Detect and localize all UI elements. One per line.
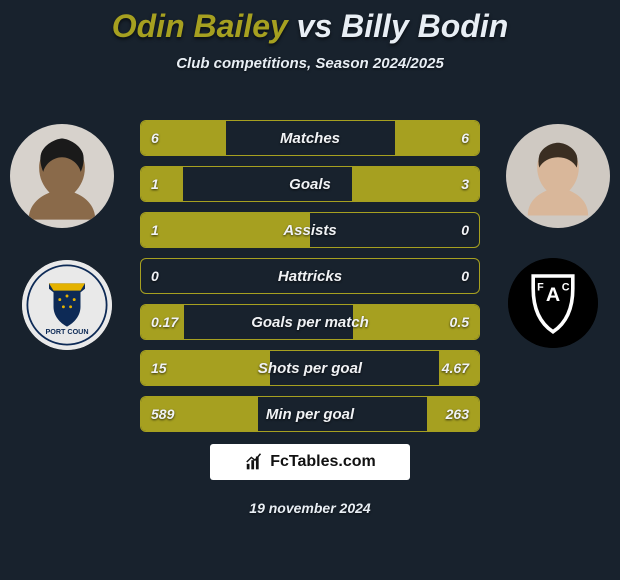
stat-label: Goals <box>289 176 331 193</box>
player1-avatar <box>10 124 114 228</box>
player1-club-badge: PORT COUN <box>22 260 112 350</box>
page-title: Odin Bailey vs Billy Bodin <box>0 0 620 45</box>
stat-value-right: 6 <box>461 130 469 146</box>
fctables-text: FcTables.com <box>270 453 376 471</box>
stat-value-left: 0.17 <box>151 314 178 330</box>
player2-name: Billy Bodin <box>341 8 508 44</box>
stat-value-right: 3 <box>461 176 469 192</box>
fctables-badge: FcTables.com <box>210 444 410 480</box>
stat-row: 1 3 Goals <box>140 166 480 202</box>
player2-avatar <box>506 124 610 228</box>
stat-value-right: 0.5 <box>450 314 469 330</box>
stat-value-right: 0 <box>461 222 469 238</box>
subtitle: Club competitions, Season 2024/2025 <box>0 55 620 72</box>
stat-label: Goals per match <box>251 314 369 331</box>
chart-icon <box>244 451 266 473</box>
stats-panel: 6 6 Matches 1 3 Goals 1 0 Assists 0 0 Hattricks 0.17… <box>140 120 480 442</box>
stat-row: 15 4.67 Shots per goal <box>140 350 480 386</box>
stat-value-left: 1 <box>151 176 159 192</box>
stat-label: Min per goal <box>266 406 354 423</box>
stat-value-left: 6 <box>151 130 159 146</box>
stat-label: Shots per goal <box>258 360 362 377</box>
svg-text:C: C <box>562 281 570 293</box>
stat-row: 0.17 0.5 Goals per match <box>140 304 480 340</box>
stat-value-left: 589 <box>151 406 174 422</box>
svg-text:PORT COUN: PORT COUN <box>45 327 88 336</box>
player2-club-badge: A F C <box>508 258 598 348</box>
svg-text:A: A <box>546 284 560 306</box>
player1-name: Odin Bailey <box>112 8 288 44</box>
stat-label: Hattricks <box>278 268 342 285</box>
stat-value-left: 15 <box>151 360 167 376</box>
stat-value-right: 0 <box>461 268 469 284</box>
image-date: 19 november 2024 <box>0 500 620 516</box>
stat-row: 0 0 Hattricks <box>140 258 480 294</box>
vs-text: vs <box>297 8 333 44</box>
stat-label: Matches <box>280 130 340 147</box>
svg-text:F: F <box>537 281 544 293</box>
stat-value-left: 1 <box>151 222 159 238</box>
stat-row: 589 263 Min per goal <box>140 396 480 432</box>
stat-value-right: 263 <box>446 406 469 422</box>
bar-fill-left <box>141 167 183 201</box>
bar-fill-right <box>352 167 479 201</box>
stat-value-left: 0 <box>151 268 159 284</box>
stat-value-right: 4.67 <box>442 360 469 376</box>
stat-label: Assists <box>283 222 336 239</box>
stat-row: 6 6 Matches <box>140 120 480 156</box>
stat-row: 1 0 Assists <box>140 212 480 248</box>
